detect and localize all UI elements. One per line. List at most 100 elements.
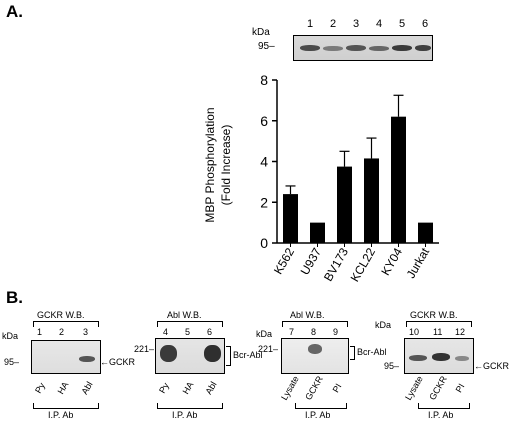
blot2-ip-label: I.P. Ab bbox=[172, 410, 198, 420]
panel-a-marker-95: 95– bbox=[258, 41, 275, 52]
blot3-lane-label-pi: PI bbox=[330, 381, 344, 394]
chart-bar bbox=[364, 158, 379, 243]
blot4-band-lane-11 bbox=[432, 353, 450, 361]
chart-ylabel-line2: (Fold Increase) bbox=[219, 125, 233, 206]
blot1-ip-label: I.P. Ab bbox=[48, 410, 74, 420]
chart-y-tick-label: 2 bbox=[260, 194, 268, 210]
blot2-lane-label-abl: Abl bbox=[202, 379, 219, 396]
blot2-title: Abl W.B. bbox=[167, 310, 202, 320]
blot3-band-lane-8 bbox=[308, 344, 322, 354]
chart-bar bbox=[283, 194, 298, 243]
chart-category-label: KCL22 bbox=[348, 245, 379, 284]
lane-number-5: 5 bbox=[398, 18, 406, 30]
band-lane-6 bbox=[415, 45, 431, 51]
blot1-lane-3: 3 bbox=[83, 327, 89, 337]
blot3-ip-bracket bbox=[295, 403, 347, 409]
blot4-band-lane-12 bbox=[455, 356, 469, 361]
blot4-ip-bracket bbox=[418, 403, 470, 409]
blot4-lane-label-pi: PI bbox=[453, 381, 467, 394]
lane-number-1: 1 bbox=[306, 18, 314, 30]
blot1-lane-label-py: Py bbox=[32, 380, 47, 395]
blot4-band-lane-10 bbox=[409, 355, 427, 361]
blot2-ip-bracket bbox=[157, 403, 223, 409]
blot1-ip-bracket bbox=[33, 403, 99, 409]
chart-y-tick-label: 6 bbox=[260, 113, 268, 129]
blot2-bracket bbox=[226, 346, 231, 366]
blot2-marker-221: 221– bbox=[134, 344, 155, 354]
blot1-kda: kDa bbox=[2, 331, 19, 341]
chart-category-label: BV173 bbox=[321, 245, 351, 283]
blot4-lane-12: 12 bbox=[455, 327, 466, 337]
blot3-lane-7: 7 bbox=[289, 327, 295, 337]
blot1-lane-label-abl: Abl bbox=[78, 379, 95, 396]
panel-b-label: B. bbox=[6, 288, 23, 307]
chart-y-tick-label: 8 bbox=[260, 72, 268, 88]
blot1-lane-label-ha: HA bbox=[55, 379, 71, 396]
band-lane-2 bbox=[323, 46, 343, 51]
chart-bar bbox=[418, 222, 433, 243]
blot2-lane-5: 5 bbox=[185, 327, 191, 337]
blot2-title-bracket bbox=[157, 321, 223, 327]
blot3-marker-221: 221– bbox=[258, 344, 279, 354]
chart-category-label: Jurkat bbox=[404, 245, 433, 281]
chart-y-ticks: 0 2 4 6 8 bbox=[260, 72, 277, 251]
blot2-lane-label-py: Py bbox=[156, 380, 171, 395]
blot2-lane-label-ha: HA bbox=[180, 379, 196, 396]
blot2-image bbox=[155, 338, 225, 374]
blot3-title-bracket bbox=[282, 321, 348, 327]
blot4-title: GCKR W.B. bbox=[410, 310, 458, 320]
blot1-marker-95: 95– bbox=[4, 357, 20, 367]
blot4-title-bracket bbox=[406, 321, 472, 327]
blot1-band-gckr bbox=[79, 356, 95, 362]
chart-y-tick-label: 4 bbox=[260, 154, 268, 170]
blot2-lane-4: 4 bbox=[163, 327, 169, 337]
chart-ylabel-line1: MBP Phosphorylation bbox=[203, 107, 217, 222]
chart-bar bbox=[391, 116, 406, 243]
blot3-title: Abl W.B. bbox=[290, 310, 325, 320]
band-lane-4 bbox=[369, 46, 389, 51]
blot3-lane-9: 9 bbox=[333, 327, 339, 337]
blot4-image bbox=[404, 338, 474, 374]
lane-number-2: 2 bbox=[329, 18, 337, 30]
blot1-arrow-label: ←GCKR bbox=[100, 358, 135, 367]
blot4-marker-95: 95– bbox=[384, 361, 400, 371]
band-lane-3 bbox=[346, 45, 366, 51]
blot4-lane-10: 10 bbox=[409, 327, 420, 337]
blot3-kda: kDa bbox=[256, 329, 273, 339]
arrow-left-icon: ← bbox=[100, 357, 109, 367]
chart-y-tick-label: 0 bbox=[260, 235, 268, 251]
blot3-bracket bbox=[350, 346, 355, 360]
blot1-lane-2: 2 bbox=[59, 327, 65, 337]
blot2-bracket-label: Bcr-Abl bbox=[233, 350, 263, 360]
blot1-image bbox=[31, 340, 101, 374]
blot3-lane-label-lysate: Lysate bbox=[278, 373, 301, 402]
blot2-band-lane-6 bbox=[204, 345, 221, 362]
blot3-bracket-label: Bcr-Abl bbox=[357, 347, 387, 357]
blot3-lane-label-gckr: GCKR bbox=[302, 373, 325, 402]
chart-category-label: K562 bbox=[271, 245, 297, 277]
blot4-lane-11: 11 bbox=[433, 327, 443, 337]
blot1-title-bracket bbox=[33, 321, 99, 327]
blot4-lane-label-lysate: Lysate bbox=[402, 373, 425, 402]
band-lane-5 bbox=[392, 45, 412, 51]
panel-a-blot-strip bbox=[293, 35, 433, 61]
blot2-lane-6: 6 bbox=[207, 327, 213, 337]
arrow-left-icon: ← bbox=[474, 361, 483, 371]
chart-bar bbox=[337, 166, 352, 243]
blot3-image bbox=[281, 338, 349, 374]
blot3-ip-label: I.P. Ab bbox=[305, 410, 331, 420]
chart-category-label: KY04 bbox=[378, 245, 405, 278]
chart-bars bbox=[283, 94, 433, 243]
blot1-gckr-text: GCKR bbox=[109, 357, 136, 367]
lane-number-3: 3 bbox=[352, 18, 360, 30]
panel-a-label: A. bbox=[6, 2, 23, 21]
blot4-kda: kDa bbox=[375, 320, 392, 330]
chart-axes bbox=[276, 80, 439, 244]
chart-category-label: U937 bbox=[298, 245, 325, 277]
blot4-gckr-text: GCKR bbox=[483, 361, 510, 371]
blot3-lane-8: 8 bbox=[311, 327, 317, 337]
blot2-band-lane-4 bbox=[160, 345, 177, 362]
blot4-ip-label: I.P. Ab bbox=[428, 410, 454, 420]
